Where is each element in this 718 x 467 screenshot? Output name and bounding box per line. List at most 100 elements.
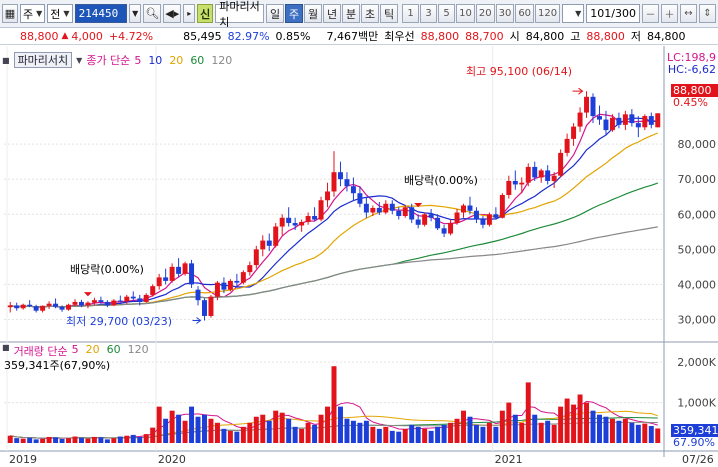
candle-body: [519, 182, 525, 185]
dropdown-icon[interactable]: ▼: [76, 55, 83, 65]
candle-body: [551, 175, 557, 181]
volume-bar: [480, 426, 486, 443]
reload-icon[interactable]: ▸: [183, 4, 196, 23]
interval-button[interactable]: 60: [515, 4, 535, 23]
stock-code-input[interactable]: 214450: [74, 4, 128, 23]
volume-ma-legend-item[interactable]: 20: [85, 343, 100, 356]
custom-interval-select[interactable]: ▼: [562, 4, 585, 23]
volume-bar: [545, 420, 551, 443]
ma-legend-item[interactable]: 5: [134, 53, 142, 67]
volume-bar: [493, 426, 499, 443]
candle-body: [53, 303, 59, 307]
candle-body: [227, 280, 233, 290]
candle-body: [584, 96, 590, 113]
interval-button[interactable]: 120: [535, 4, 561, 23]
volume-bar: [214, 422, 220, 443]
candle-body: [603, 119, 609, 131]
volume-bar: [441, 424, 447, 443]
search-icon[interactable]: 🔍︎: [143, 4, 162, 23]
volume-bar: [532, 414, 538, 443]
period-tab[interactable]: 년: [323, 4, 342, 23]
volume-ma-legend-item[interactable]: 5: [71, 343, 79, 356]
ma-line-10: [10, 117, 658, 308]
sound-icon[interactable]: ◀▸: [163, 4, 182, 23]
interval-button[interactable]: 3: [420, 4, 438, 23]
market-select[interactable]: 주 ▼: [20, 4, 46, 23]
volume-ma-legend-item[interactable]: 60: [106, 343, 121, 356]
candle-body: [480, 219, 486, 225]
candle-body: [78, 301, 84, 306]
volume-bar: [98, 437, 104, 443]
grid-menu-icon[interactable]: ▦: [2, 4, 18, 23]
candle-body: [564, 138, 570, 153]
volume-bar: [603, 416, 609, 443]
volume-bar: [59, 438, 65, 443]
candle-body: [98, 300, 104, 302]
candle-body: [370, 207, 376, 213]
ma-legend-item[interactable]: 120: [211, 53, 233, 67]
expand-icon[interactable]: ↔: [680, 4, 697, 23]
max-price-annotation: 최고 95,100 (06/14): [466, 65, 573, 78]
volume-ma-legend: 5 20 60 120: [72, 343, 149, 359]
candle-body: [655, 113, 661, 128]
ma-legend-item[interactable]: 20: [169, 53, 184, 67]
price-tick-label: 60,000: [678, 208, 717, 221]
candle-body: [461, 205, 466, 213]
candle-body: [59, 306, 65, 310]
interval-button[interactable]: 30: [495, 4, 515, 23]
candle-body: [163, 277, 169, 281]
volume-bar: [596, 414, 602, 443]
volume-bar: [279, 412, 285, 443]
price-volume-chart[interactable]: 80,000 70,000 60,000 50,000 40,000 30,000 2,00…: [0, 46, 718, 467]
change-up-icon: ▲: [61, 31, 69, 41]
candle-body: [85, 302, 91, 306]
volume-ma-legend-item[interactable]: 120: [127, 343, 149, 356]
high-price: 88,800: [586, 29, 625, 43]
split-icon[interactable]: ⇕: [699, 4, 716, 23]
candle-body: [182, 263, 188, 274]
volume-bar: [208, 418, 214, 443]
candle-body: [622, 114, 628, 125]
period-tab[interactable]: 주: [285, 4, 304, 23]
ma-legend-item[interactable]: 60: [190, 53, 205, 67]
bid-price: 88,700: [465, 29, 504, 43]
interval-button[interactable]: 20: [475, 4, 495, 23]
volume-bar: [91, 436, 97, 443]
new-listing-badge[interactable]: 신: [197, 4, 214, 23]
dividend-marker-1: [83, 292, 92, 297]
interval-button[interactable]: 10: [456, 4, 475, 23]
candle-body: [331, 172, 337, 192]
ma-legend-item[interactable]: 10: [148, 53, 163, 67]
interval-button[interactable]: 1: [402, 4, 420, 23]
candle-body: [247, 265, 253, 273]
candle-body: [493, 214, 499, 218]
period-tab[interactable]: 분: [342, 4, 361, 23]
type-select[interactable]: 전 ▼: [47, 4, 73, 23]
candle-body: [454, 212, 460, 224]
candle-body: [72, 301, 78, 305]
panel-tab-stock[interactable]: 파마리서치: [13, 52, 73, 68]
price-tick-label: 30,000: [678, 313, 717, 326]
candle-body: [337, 172, 343, 180]
candle-body: [596, 116, 602, 120]
volume-bar: [519, 422, 525, 443]
period-tab[interactable]: 틱: [380, 4, 399, 23]
period-tab[interactable]: 월: [304, 4, 323, 23]
volume-bar: [143, 434, 149, 443]
volume-bar: [383, 426, 389, 443]
zoom-in-icon[interactable]: ＋: [661, 4, 678, 23]
volume-bar: [642, 423, 648, 443]
interval-button[interactable]: 5: [438, 4, 456, 23]
current-price-tag: 88,800: [671, 84, 718, 97]
data-count[interactable]: 101/300: [586, 4, 640, 23]
candle-body: [286, 217, 292, 224]
volume-bar: [46, 436, 52, 443]
volume-bar: [20, 438, 26, 443]
volume-bar: [202, 414, 207, 443]
code-dropdown-icon[interactable]: ▼: [129, 4, 142, 23]
period-tab[interactable]: 초: [361, 4, 380, 23]
zoom-out-icon[interactable]: －: [642, 4, 659, 23]
period-tab[interactable]: 일: [266, 4, 285, 23]
volume-bar: [648, 426, 654, 443]
